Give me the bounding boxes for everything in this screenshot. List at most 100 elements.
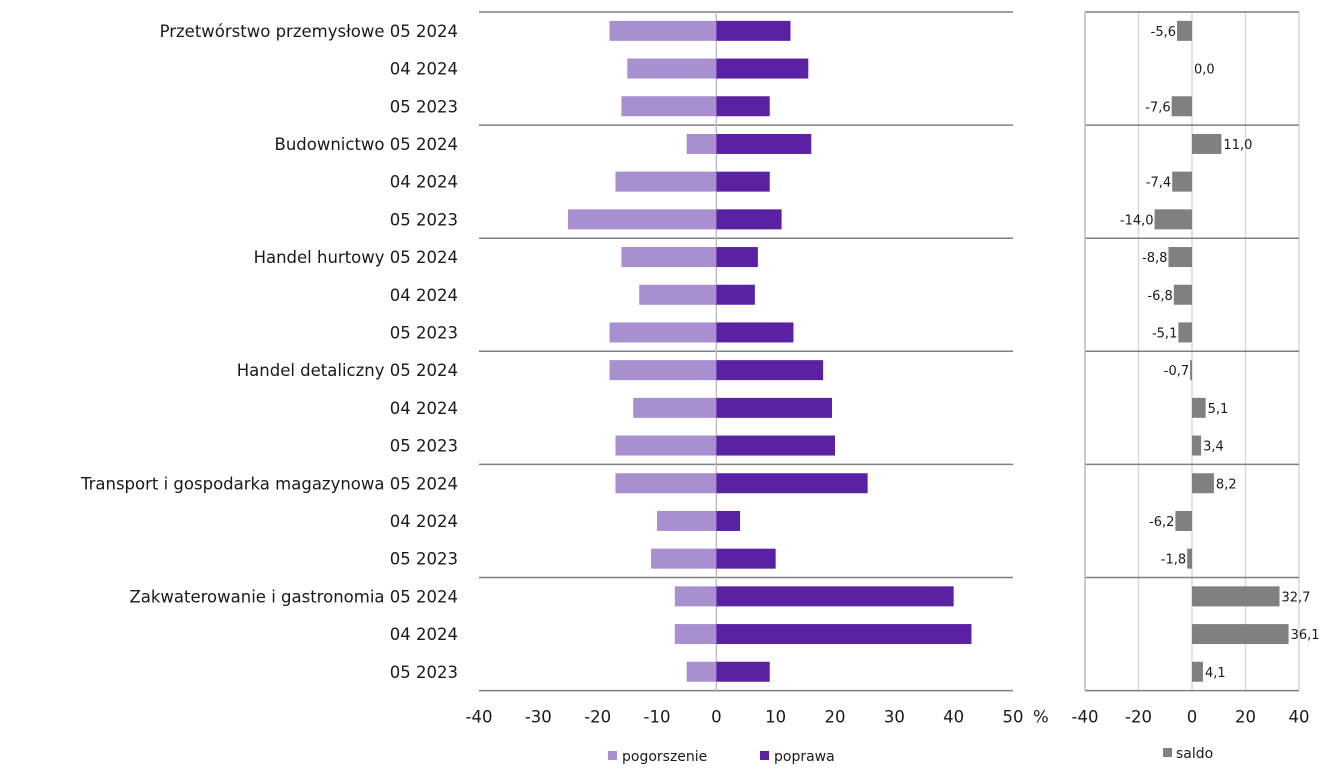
row-label: Handel detaliczny 05 2024: [237, 361, 458, 380]
x-tick-label: 20: [825, 708, 846, 727]
bar-pogorszenie: [609, 20, 717, 41]
legend-swatch-saldo: [1163, 748, 1172, 757]
bar-poprawa: [716, 624, 972, 645]
saldo-value-label: 4,1: [1205, 666, 1226, 681]
row-label: 05 2023: [390, 210, 458, 229]
bar-poprawa: [716, 96, 770, 117]
saldo-tick-label: -20: [1125, 708, 1152, 727]
legend-swatch-pogorszenie: [608, 751, 617, 760]
bar-poprawa: [716, 209, 782, 230]
legend-swatch-poprawa: [760, 751, 769, 760]
bar-poprawa: [716, 510, 741, 531]
bar-pogorszenie: [615, 473, 717, 494]
row-label: Przetwórstwo przemysłowe 05 2024: [160, 22, 458, 41]
bar-saldo: [1192, 435, 1202, 456]
bar-pogorszenie: [674, 586, 717, 607]
bar-poprawa: [716, 20, 791, 41]
row-label: 04 2024: [390, 625, 458, 644]
saldo-value-label: -8,8: [1142, 251, 1167, 266]
bar-saldo: [1175, 510, 1192, 531]
bar-poprawa: [716, 284, 755, 305]
row-label: 04 2024: [390, 286, 458, 305]
saldo-value-label: -6,2: [1149, 515, 1174, 530]
saldo-value-label: -5,1: [1152, 326, 1177, 341]
bar-saldo: [1171, 96, 1192, 117]
bar-poprawa: [716, 247, 758, 268]
bar-saldo: [1192, 133, 1222, 154]
bar-poprawa: [716, 360, 824, 381]
row-label: 05 2023: [390, 663, 458, 682]
bar-pogorszenie: [633, 397, 717, 418]
legend-label-pogorszenie: pogorszenie: [622, 749, 707, 765]
bar-pogorszenie: [639, 284, 717, 305]
row-label: 04 2024: [390, 399, 458, 418]
bar-saldo: [1178, 322, 1192, 343]
saldo-value-label: 8,2: [1216, 477, 1237, 492]
bar-pogorszenie: [615, 171, 717, 192]
x-tick-label: 30: [884, 708, 905, 727]
legend: pogorszenie poprawa saldo: [608, 746, 1213, 765]
value-labels: -5,6 0,0 -7,6 11,0 -7,4 -14,0 -8,8 -6,8 -5,1 -0,7…: [1120, 25, 1320, 681]
bar-pogorszenie: [609, 360, 717, 381]
x-tick-label: -10: [644, 708, 671, 727]
axis-lines: [715, 12, 1086, 691]
bar-poprawa: [716, 548, 776, 569]
row-label: 04 2024: [390, 512, 458, 531]
bars: [568, 20, 1289, 682]
bar-pogorszenie: [615, 435, 717, 456]
bar-pogorszenie: [686, 661, 717, 682]
bar-pogorszenie: [657, 510, 717, 531]
bar-poprawa: [716, 661, 770, 682]
bar-poprawa: [716, 322, 794, 343]
bar-poprawa: [716, 473, 868, 494]
row-label: Zakwaterowanie i gastronomia 05 2024: [129, 587, 458, 606]
bar-saldo: [1192, 473, 1214, 494]
row-label: 05 2023: [390, 323, 458, 342]
bar-pogorszenie: [609, 322, 717, 343]
x-unit-label: %: [1033, 708, 1049, 727]
bar-saldo: [1192, 624, 1289, 645]
bar-saldo: [1173, 284, 1192, 305]
saldo-tick-label: 40: [1289, 708, 1310, 727]
x-tick-label: 10: [765, 708, 786, 727]
row-labels: Przetwórstwo przemysłowe 05 2024 04 2024 0…: [80, 22, 458, 682]
saldo-value-label: -5,6: [1151, 25, 1176, 40]
bar-pogorszenie: [651, 548, 717, 569]
saldo-tick-label: 20: [1235, 708, 1256, 727]
bar-pogorszenie: [686, 133, 717, 154]
saldo-tick-label: -40: [1072, 708, 1099, 727]
row-label: 04 2024: [390, 173, 458, 192]
saldo-value-label: -7,6: [1145, 100, 1170, 115]
saldo-value-label: -7,4: [1146, 176, 1171, 191]
row-label: Transport i gospodarka magazynowa 05 202…: [80, 474, 458, 493]
row-label: 05 2023: [390, 437, 458, 456]
saldo-value-label: 11,0: [1223, 138, 1252, 153]
bar-poprawa: [716, 133, 812, 154]
saldo-value-label: 5,1: [1208, 402, 1229, 417]
bar-pogorszenie: [621, 247, 717, 268]
tick-labels: -40 -30 -20 -10 0 10 20 30 40 50% -40 -20 0 20 40: [466, 708, 1310, 727]
saldo-value-label: -0,7: [1164, 364, 1189, 379]
bar-poprawa: [716, 397, 833, 418]
bar-saldo: [1192, 586, 1280, 607]
saldo-value-label: 3,4: [1203, 440, 1224, 455]
bar-pogorszenie: [621, 96, 717, 117]
row-label: 04 2024: [390, 60, 458, 79]
row-label: Handel hurtowy 05 2024: [254, 248, 458, 267]
bar-saldo: [1172, 171, 1192, 192]
row-label: 05 2023: [390, 550, 458, 569]
bar-poprawa: [716, 586, 954, 607]
row-label: 05 2023: [390, 97, 458, 116]
saldo-value-label: 36,1: [1291, 628, 1320, 643]
bar-poprawa: [716, 58, 809, 79]
saldo-value-label: 32,7: [1281, 590, 1310, 605]
x-tick-label: 40: [943, 708, 964, 727]
legend-label-saldo: saldo: [1176, 746, 1213, 762]
bar-pogorszenie: [627, 58, 717, 79]
x-tick-label: -20: [584, 708, 611, 727]
legend-label-poprawa: poprawa: [774, 749, 835, 765]
bar-saldo: [1190, 360, 1192, 381]
x-tick-label: -30: [525, 708, 552, 727]
bar-saldo: [1177, 20, 1192, 41]
